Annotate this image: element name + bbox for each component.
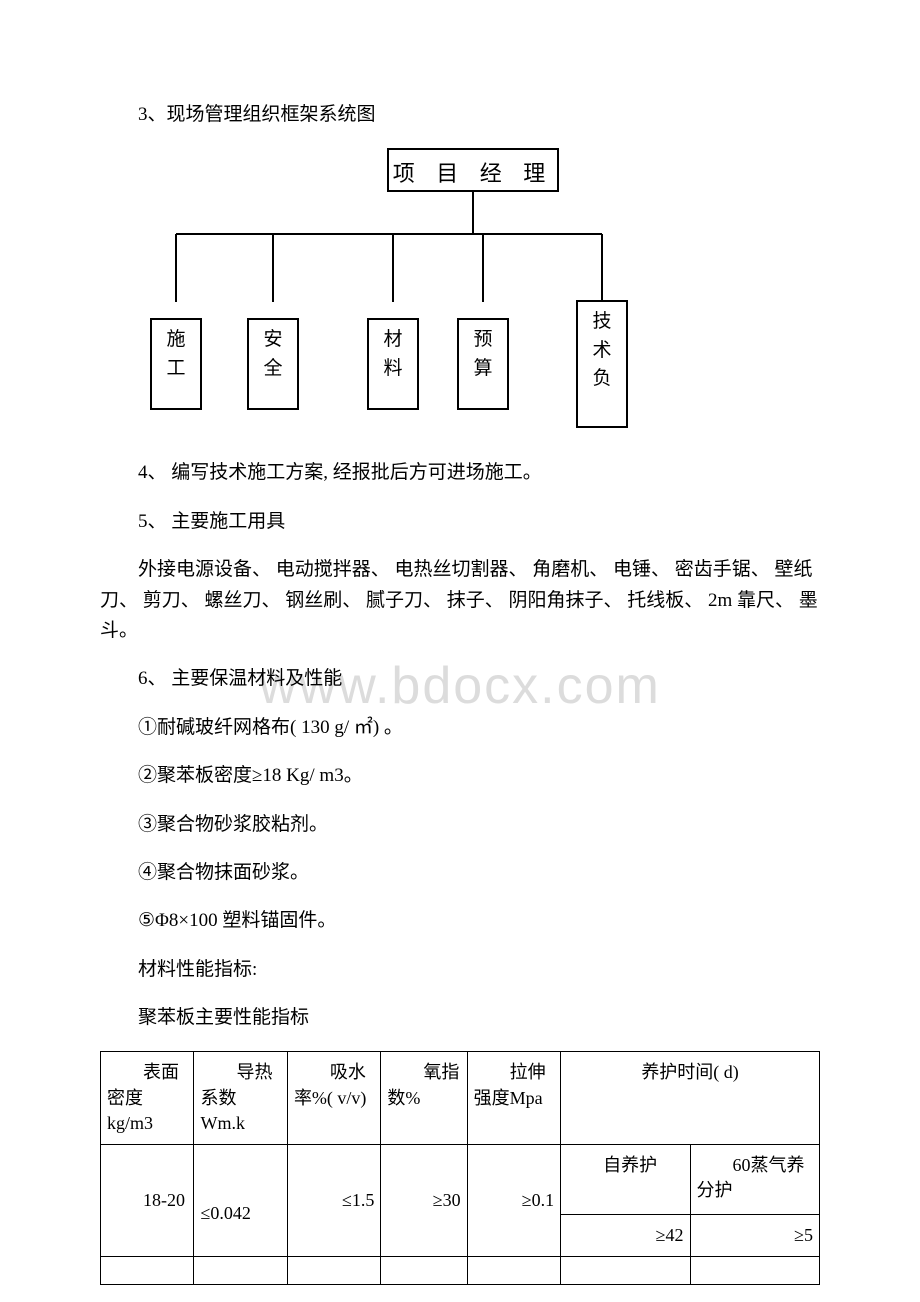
th-conductivity: 导热系数Wm.k	[194, 1052, 287, 1145]
td-curing-natural-val: ≥42	[561, 1215, 690, 1257]
empty-cell	[287, 1257, 380, 1285]
item-4: ④聚合物抹面砂浆。	[100, 858, 820, 888]
section-5-title: 5、 主要施工用具	[100, 507, 820, 537]
th-absorption: 吸水率%( v/v)	[287, 1052, 380, 1145]
org-box-4: 预算	[457, 318, 509, 410]
org-box-1: 施工	[150, 318, 202, 410]
org-box-5: 技术负	[576, 300, 628, 428]
td-curing-steam-val: ≥5	[690, 1215, 819, 1257]
th-curing: 养护时间( d)	[561, 1052, 820, 1145]
th-oxygen: 氧指数%	[381, 1052, 467, 1145]
item-2: ②聚苯板密度≥18 Kg/ m3。	[100, 761, 820, 791]
empty-cell	[467, 1257, 560, 1285]
empty-cell	[101, 1257, 194, 1285]
empty-cell	[690, 1257, 819, 1285]
empty-cell	[194, 1257, 287, 1285]
th-density: 表面密度kg/m3	[101, 1052, 194, 1145]
spec-table: 表面密度kg/m3 导热系数Wm.k 吸水率%( v/v) 氧指数% 拉伸强度M…	[100, 1051, 820, 1285]
td-oxygen: ≥30	[381, 1145, 467, 1257]
td-curing-steam-label: 60蒸气养分护	[690, 1145, 819, 1215]
table-header-row: 表面密度kg/m3 导热系数Wm.k 吸水率%( v/v) 氧指数% 拉伸强度M…	[101, 1052, 820, 1145]
td-curing-natural-label: 自养护	[561, 1145, 690, 1215]
section-4: 4、 编写技术施工方案, 经报批后方可进场施工。	[100, 458, 820, 488]
item-1: ①耐碱玻纤网格布( 130 g/ ㎡) 。	[100, 713, 820, 743]
td-absorption: ≤1.5	[287, 1145, 380, 1257]
td-tensile: ≥0.1	[467, 1145, 560, 1257]
section-5-body: 外接电源设备、 电动搅拌器、 电热丝切割器、 角磨机、 电锤、 密齿手锯、 壁纸…	[100, 555, 820, 646]
td-conductivity: ≤0.042	[194, 1145, 287, 1257]
section-6-title: 6、 主要保温材料及性能	[100, 664, 820, 694]
table-title: 聚苯板主要性能指标	[100, 1003, 820, 1033]
org-root-box: 项 目 经 理	[387, 148, 559, 192]
item-3: ③聚合物砂浆胶粘剂。	[100, 810, 820, 840]
org-chart: 项 目 经 理 施工 安全 材料 预算 技术负	[100, 148, 820, 438]
empty-cell	[381, 1257, 467, 1285]
table-data-row-1: 18-20 ≤0.042 ≤1.5 ≥30 ≥0.1 自养护 60蒸气养分护	[101, 1145, 820, 1215]
th-tensile: 拉伸强度Mpa	[467, 1052, 560, 1145]
td-density: 18-20	[101, 1145, 194, 1257]
section-3-title: 3、现场管理组织框架系统图	[100, 100, 820, 130]
org-connector-lines	[100, 192, 820, 302]
item-5: ⑤Φ8×100 塑料锚固件。	[100, 906, 820, 936]
table-empty-row	[101, 1257, 820, 1285]
org-box-2: 安全	[247, 318, 299, 410]
empty-cell	[561, 1257, 690, 1285]
org-box-3: 材料	[367, 318, 419, 410]
spec-label: 材料性能指标:	[100, 955, 820, 985]
